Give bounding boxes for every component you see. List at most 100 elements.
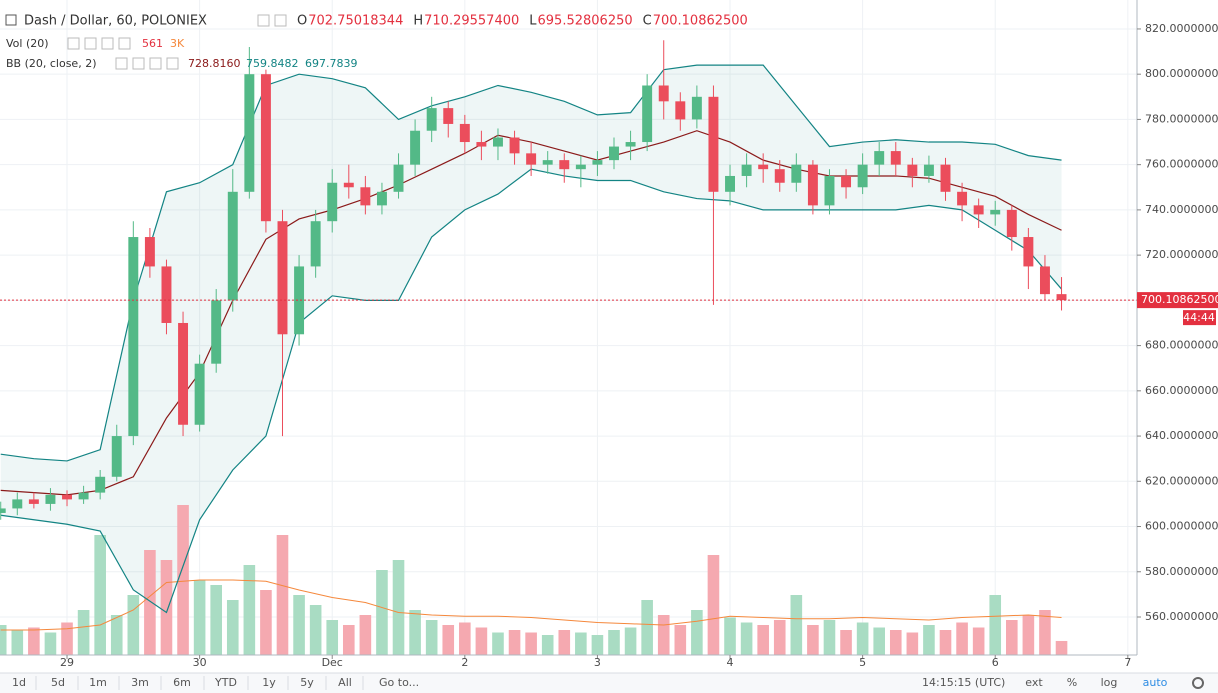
volume-bar xyxy=(376,570,388,655)
countdown: 44:44 xyxy=(1183,311,1215,324)
candle-body xyxy=(575,164,586,170)
option-button[interactable]: % xyxy=(1067,676,1077,689)
volume-bar xyxy=(226,600,239,655)
x-tick-label: Dec xyxy=(322,656,343,669)
volume-bar xyxy=(840,630,852,655)
study-icon[interactable] xyxy=(67,37,80,50)
candle-body xyxy=(0,508,6,513)
clock: 14:15:15 (UTC) xyxy=(922,676,1005,689)
candle-body xyxy=(12,499,23,509)
eye-icon[interactable] xyxy=(257,14,270,27)
y-tick-label: 620.00000000 xyxy=(1145,474,1218,487)
study-icon[interactable] xyxy=(118,37,131,50)
y-tick-label: 580.00000000 xyxy=(1145,565,1218,578)
y-tick-label: 660.00000000 xyxy=(1145,384,1218,397)
goto-button[interactable]: Go to... xyxy=(379,676,419,689)
candle-body xyxy=(360,187,371,206)
price-label: 700.10862500 xyxy=(1141,293,1218,306)
volume-bar xyxy=(873,627,886,655)
volume-bar xyxy=(0,625,7,655)
x-tick-label: 4 xyxy=(727,656,734,669)
candle-body xyxy=(675,101,686,120)
candle-body xyxy=(990,209,1001,215)
study-icon[interactable] xyxy=(149,57,162,70)
bb-middle-value: 728.8160 xyxy=(188,57,241,70)
bb-study-name: BB (20, close, 2) xyxy=(6,57,97,70)
option-button[interactable]: log xyxy=(1101,676,1118,689)
range-button[interactable]: 6m xyxy=(173,676,191,689)
candle-body xyxy=(493,137,503,147)
candle-body xyxy=(542,160,553,165)
ohlc-key: C xyxy=(643,14,652,29)
candle-body xyxy=(443,108,454,124)
volume-study-name: Vol (20) xyxy=(6,37,49,50)
volume-bar xyxy=(773,620,786,655)
volume-bar xyxy=(591,635,604,655)
candle-body xyxy=(194,363,205,425)
y-tick-label: 780.00000000 xyxy=(1145,112,1218,125)
ohlc-key: L xyxy=(529,14,537,29)
volume-bar xyxy=(309,605,322,655)
candle-body xyxy=(890,151,901,165)
range-button[interactable]: 1d xyxy=(12,676,26,689)
y-tick-label: 640.00000000 xyxy=(1145,429,1218,442)
toolbar-items: 1d 5d 1m 3m 6m YTD 1y 5y All Go to... 14:15:15 (UT… xyxy=(12,676,1168,690)
plot-area xyxy=(0,0,1137,655)
study-icon[interactable] xyxy=(132,57,145,70)
candle-body xyxy=(807,164,818,206)
range-button[interactable]: All xyxy=(338,676,352,689)
ohlc-value: 702.75018344 xyxy=(308,14,403,29)
candle-body xyxy=(691,96,702,120)
volume-bar xyxy=(94,535,106,655)
range-button[interactable]: 1m xyxy=(89,676,107,689)
range-button[interactable]: YTD xyxy=(214,676,237,689)
candle-body xyxy=(609,146,619,161)
option-button[interactable]: ext xyxy=(1025,676,1043,689)
range-button[interactable]: 1y xyxy=(262,676,276,689)
candle-body xyxy=(758,164,769,170)
volume-bar xyxy=(425,620,438,655)
candle-body xyxy=(907,164,918,176)
candle-body xyxy=(294,266,305,335)
volume-bar xyxy=(1039,610,1051,655)
study-icon[interactable] xyxy=(84,37,97,50)
range-button[interactable]: 3m xyxy=(131,676,149,689)
volume-bar xyxy=(956,622,968,655)
toolbar xyxy=(0,673,1218,693)
volume-bar xyxy=(61,622,73,655)
study-icon[interactable] xyxy=(115,57,128,70)
candle-body xyxy=(393,164,404,192)
candle-body xyxy=(509,137,520,154)
volume-bar xyxy=(177,505,189,655)
range-button[interactable]: 5d xyxy=(51,676,65,689)
settings-icon[interactable] xyxy=(274,14,287,27)
collapse-icon[interactable] xyxy=(5,14,17,26)
volume-bar xyxy=(293,595,305,655)
range-button[interactable]: 5y xyxy=(300,676,314,689)
volume-bar xyxy=(326,620,339,655)
volume-bar xyxy=(525,632,537,655)
y-tick-label: 720.00000000 xyxy=(1145,248,1218,261)
volume-bar xyxy=(624,627,637,655)
volume-bar xyxy=(541,635,554,655)
candle-body xyxy=(161,266,172,323)
candle-body xyxy=(559,160,570,170)
volume-bar xyxy=(558,630,571,655)
volume-bar xyxy=(740,622,753,655)
y-tick-label: 820.00000000 xyxy=(1145,22,1218,35)
volume-bar xyxy=(989,595,1002,655)
option-button[interactable]: auto xyxy=(1143,676,1168,689)
volume-bar xyxy=(657,615,670,655)
volume-bar xyxy=(575,632,587,655)
volume-bar xyxy=(459,622,471,655)
study-icon[interactable] xyxy=(101,37,114,50)
price-label-box xyxy=(1137,292,1218,309)
x-tick-label: 5 xyxy=(859,656,866,669)
x-tick-label: 2 xyxy=(461,656,468,669)
study-icon[interactable] xyxy=(166,57,179,70)
candle-body xyxy=(426,108,437,131)
settings-gear[interactable] xyxy=(1192,677,1204,689)
y-tick-label: 740.00000000 xyxy=(1145,203,1218,216)
candle-body xyxy=(310,221,321,267)
candle-body xyxy=(343,182,354,188)
